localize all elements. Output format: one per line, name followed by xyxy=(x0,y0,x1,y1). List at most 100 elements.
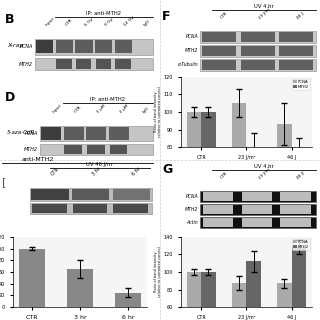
Text: CTR: CTR xyxy=(65,18,73,27)
Bar xyxy=(109,127,129,140)
Text: 23 J/m²: 23 J/m² xyxy=(258,166,272,180)
Bar xyxy=(242,218,272,227)
Bar xyxy=(110,145,127,154)
Text: PCNA: PCNA xyxy=(20,44,33,50)
Text: UV 4 hr: UV 4 hr xyxy=(254,4,274,9)
Bar xyxy=(280,205,311,214)
Bar xyxy=(202,32,236,42)
Text: CTR: CTR xyxy=(219,171,228,180)
Text: 6 hr: 6 hr xyxy=(132,166,142,177)
Text: 5-aza-CdR: 5-aza-CdR xyxy=(7,131,36,135)
Text: CTR: CTR xyxy=(219,11,228,20)
Text: MTH2: MTH2 xyxy=(24,147,38,152)
Bar xyxy=(277,284,292,320)
Bar xyxy=(202,46,236,56)
Bar xyxy=(113,204,148,213)
Bar xyxy=(187,112,201,288)
Bar xyxy=(86,127,106,140)
Text: 3 hr: 3 hr xyxy=(91,166,101,177)
Bar xyxy=(246,151,261,288)
Bar xyxy=(241,46,275,56)
Bar xyxy=(76,59,91,69)
Text: IP: anti-MTH2: IP: anti-MTH2 xyxy=(90,97,125,102)
Bar xyxy=(280,192,311,201)
Bar xyxy=(56,59,72,69)
Text: IgG: IgG xyxy=(142,106,150,114)
Bar xyxy=(200,191,316,202)
Text: CTR: CTR xyxy=(74,105,83,114)
Text: PCNA: PCNA xyxy=(25,131,38,136)
Text: 6 Gy: 6 Gy xyxy=(84,17,94,27)
Legend: PCNA, MTH2: PCNA, MTH2 xyxy=(292,239,310,250)
Bar xyxy=(242,205,272,214)
Bar xyxy=(75,40,92,53)
Text: 9 Gy: 9 Gy xyxy=(104,17,114,27)
Bar xyxy=(41,127,61,140)
Y-axis label: Ratio of band intensity
relative to untreated control: Ratio of band intensity relative to untr… xyxy=(154,247,162,297)
Text: UV 4 hr: UV 4 hr xyxy=(254,164,274,169)
Bar xyxy=(67,269,93,307)
Bar xyxy=(241,60,275,70)
Bar xyxy=(96,59,111,69)
Text: 12 Gy: 12 Gy xyxy=(124,15,135,27)
Bar xyxy=(200,59,316,71)
Bar xyxy=(202,60,236,70)
Bar xyxy=(115,292,141,307)
Bar xyxy=(246,261,261,320)
Bar xyxy=(200,204,316,215)
Bar xyxy=(30,203,152,214)
Text: IgG: IgG xyxy=(143,19,151,27)
Text: MTH2: MTH2 xyxy=(19,61,33,67)
Bar xyxy=(40,126,153,141)
Bar xyxy=(292,247,306,320)
Bar xyxy=(200,45,316,57)
Bar xyxy=(32,204,67,213)
Bar xyxy=(113,189,150,200)
Text: 1 μM: 1 μM xyxy=(97,104,107,114)
Bar xyxy=(242,192,272,201)
Text: CTR: CTR xyxy=(50,167,61,177)
Bar xyxy=(277,124,292,288)
Text: F: F xyxy=(162,10,171,23)
Text: MTH2: MTH2 xyxy=(185,207,198,212)
Text: MTH2: MTH2 xyxy=(185,49,198,53)
Bar xyxy=(203,192,233,201)
Bar xyxy=(279,60,313,70)
Y-axis label: Ratio of band intensity
relative to untreated control: Ratio of band intensity relative to untr… xyxy=(154,87,162,137)
Bar xyxy=(30,188,152,201)
Text: UV 46 J/m²: UV 46 J/m² xyxy=(86,162,114,167)
Text: IP: anti-MTH2: IP: anti-MTH2 xyxy=(86,11,121,16)
Bar xyxy=(241,32,275,42)
Bar xyxy=(232,283,246,320)
Text: α-Tubulin: α-Tubulin xyxy=(177,62,198,68)
Text: B: B xyxy=(5,13,14,26)
Text: PCNA: PCNA xyxy=(185,35,198,39)
Text: Input: Input xyxy=(51,103,62,114)
Bar xyxy=(40,144,153,155)
Bar xyxy=(36,40,53,53)
Bar xyxy=(56,40,73,53)
Bar xyxy=(35,58,153,70)
Bar xyxy=(280,218,311,227)
Bar xyxy=(72,189,109,200)
Bar xyxy=(187,272,201,320)
Bar xyxy=(64,127,84,140)
Bar xyxy=(64,145,82,154)
Text: 2 μM: 2 μM xyxy=(119,104,130,114)
Bar xyxy=(35,39,153,55)
Legend: PCNA, MTH2: PCNA, MTH2 xyxy=(292,79,310,90)
Bar xyxy=(73,204,107,213)
Text: G: G xyxy=(162,163,172,176)
Bar xyxy=(292,156,306,288)
Bar xyxy=(203,218,233,227)
Text: 23 J/m²: 23 J/m² xyxy=(258,6,272,20)
Bar xyxy=(87,145,105,154)
Bar xyxy=(115,59,131,69)
Bar xyxy=(31,189,68,200)
Text: D: D xyxy=(5,91,15,104)
Text: 46 J: 46 J xyxy=(297,12,305,20)
Text: [: [ xyxy=(2,177,6,187)
Bar xyxy=(200,31,316,43)
Bar xyxy=(19,249,45,307)
Text: 46 J/: 46 J/ xyxy=(297,170,306,180)
